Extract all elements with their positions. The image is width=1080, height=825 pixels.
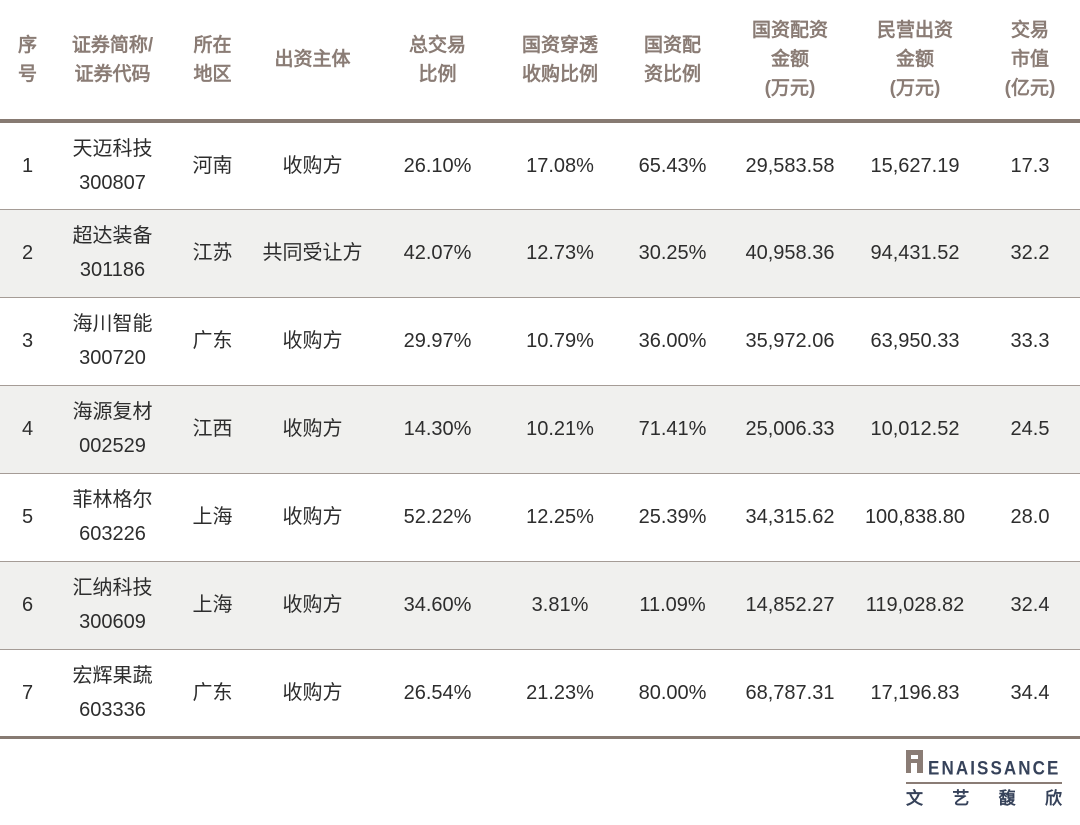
brand-logo-top: ENAISSANCE [906, 749, 1062, 779]
cell-private_amount: 15,627.19 [870, 154, 960, 177]
brand-divider [906, 781, 1062, 784]
cell-penetration_ratio: 21.23% [526, 681, 594, 704]
col-header-name: 证券简称/ 证券代码 [71, 34, 154, 85]
cell-seq: 5 [21, 506, 34, 528]
securities-table: 序 号证券简称/ 证券代码 所在 地区 出资主体 总交易 比例 国资穿透 收购比例 国资配… [0, 0, 1080, 739]
cell-allocation_ratio: 80.00% [638, 681, 707, 704]
cell-seq: 1 [21, 154, 34, 177]
cell-seq: 4 [21, 418, 34, 440]
table-row: 2 超达装备 301186 江苏 共同受让方 42.07% 12.73% 30.25% 40,… [0, 209, 1080, 297]
col-header-allocation_ratio: 国资配 资比例 [643, 34, 701, 85]
cell-market_cap: 17.3 [1010, 154, 1050, 177]
cell-region: 广东 [192, 330, 233, 352]
cell-name: 超达装备 301186 [72, 225, 153, 281]
cell-private_amount: 94,431.52 [870, 242, 960, 264]
cell-penetration_ratio: 3.81% [531, 594, 589, 616]
cell-market_cap: 24.5 [1010, 418, 1050, 440]
table-row: 3 海川智能 300720 广东 收购方 29.97% 10.79% 36.00% 35,97… [0, 297, 1080, 385]
cell-seq: 2 [21, 242, 34, 264]
cell-role: 收购方 [282, 681, 343, 704]
table-row: 6 汇纳科技 300609 上海 收购方 34.60% 3.81% 11.09% 14,852… [0, 561, 1080, 649]
cell-market_cap: 32.2 [1010, 242, 1050, 264]
cell-role: 收购方 [282, 154, 343, 177]
cell-state_amount: 14,852.27 [745, 594, 835, 616]
cell-state_amount: 68,787.31 [745, 681, 835, 704]
cell-region: 江西 [192, 418, 233, 440]
brand-logo: ENAISSANCE 文艺馥欣 [906, 749, 1062, 809]
cell-role: 收购方 [282, 506, 343, 528]
cell-name: 汇纳科技 300609 [72, 577, 153, 633]
cell-allocation_ratio: 11.09% [639, 594, 706, 616]
cell-market_cap: 32.4 [1010, 594, 1050, 616]
cell-seq: 6 [21, 594, 34, 616]
cell-seq: 7 [21, 681, 34, 704]
col-header-private_amount: 民营出资 金额 (万元) [876, 20, 953, 99]
footer: ENAISSANCE 文艺馥欣 [0, 739, 1080, 820]
cell-seq: 3 [21, 330, 34, 352]
cell-penetration_ratio: 10.79% [526, 330, 594, 352]
table-header: 序 号证券简称/ 证券代码 所在 地区 出资主体 总交易 比例 国资穿透 收购比例 国资配… [0, 0, 1080, 121]
cell-private_amount: 17,196.83 [870, 681, 960, 704]
cell-region: 上海 [192, 506, 233, 528]
brand-wordmark-en: ENAISSANCE [928, 756, 1061, 779]
cell-name: 海源复材 002529 [72, 401, 153, 457]
cell-role: 收购方 [282, 330, 343, 352]
cell-market_cap: 34.4 [1010, 681, 1050, 704]
col-header-seq: 序 号 [17, 34, 37, 85]
cell-total_ratio: 29.97% [403, 330, 472, 352]
cell-penetration_ratio: 17.08% [526, 154, 594, 177]
cell-total_ratio: 14.30% [403, 418, 472, 440]
cell-allocation_ratio: 65.43% [638, 154, 707, 177]
cell-private_amount: 63,950.33 [870, 330, 960, 352]
cell-name: 宏辉果蔬 603336 [72, 664, 153, 721]
cell-region: 广东 [192, 681, 233, 704]
cell-market_cap: 28.0 [1010, 506, 1050, 528]
col-header-state_amount: 国资配资 金额 (万元) [751, 20, 828, 99]
cell-total_ratio: 26.54% [403, 681, 472, 704]
col-header-role: 出资主体 [274, 49, 351, 70]
cell-region: 河南 [192, 154, 233, 177]
cell-total_ratio: 42.07% [403, 242, 472, 264]
brand-wordmark-cn: 文艺馥欣 [906, 788, 1062, 808]
col-header-penetration_ratio: 国资穿透 收购比例 [521, 34, 598, 85]
table-row: 5 菲林格尔 603226 上海 收购方 52.22% 12.25% 25.39% 34,31… [0, 473, 1080, 561]
cell-name: 海川智能 300720 [72, 313, 153, 369]
cell-role: 收购方 [282, 418, 343, 440]
cell-state_amount: 35,972.06 [745, 330, 835, 352]
table-row: 1 天迈科技 300807 河南 收购方 26.10% 17.08% 65.43% 29,58… [0, 121, 1080, 209]
table-row: 4 海源复材 002529 江西 收购方 14.30% 10.21% 71.41% 25,00… [0, 385, 1080, 473]
col-header-region: 所在 地区 [193, 34, 232, 85]
cell-state_amount: 40,958.36 [745, 242, 835, 264]
cell-state_amount: 29,583.58 [745, 154, 835, 177]
cell-region: 上海 [192, 594, 233, 616]
cell-penetration_ratio: 12.25% [526, 506, 594, 528]
cell-market_cap: 33.3 [1010, 330, 1050, 352]
cell-role: 收购方 [282, 594, 343, 616]
cell-name: 天迈科技 300807 [72, 137, 153, 194]
cell-role: 共同受让方 [262, 242, 363, 264]
cell-penetration_ratio: 12.73% [526, 242, 594, 264]
table-row: 7 宏辉果蔬 603336 广东 收购方 26.54% 21.23% 80.00% 68,78… [0, 649, 1080, 737]
col-header-market_cap: 交易 市值 (亿元) [1004, 20, 1056, 99]
cell-allocation_ratio: 25.39% [638, 506, 707, 528]
cell-penetration_ratio: 10.21% [526, 418, 594, 440]
cell-allocation_ratio: 30.25% [638, 242, 707, 264]
cell-state_amount: 34,315.62 [745, 506, 835, 528]
cell-total_ratio: 52.22% [403, 506, 472, 528]
cell-state_amount: 25,006.33 [745, 418, 835, 440]
table-header-row: 序 号证券简称/ 证券代码 所在 地区 出资主体 总交易 比例 国资穿透 收购比例 国资配… [0, 0, 1080, 121]
cell-private_amount: 10,012.52 [870, 418, 960, 440]
cell-allocation_ratio: 71.41% [638, 418, 707, 440]
cell-private_amount: 119,028.82 [865, 594, 965, 616]
cell-region: 江苏 [192, 242, 233, 264]
cell-private_amount: 100,838.80 [864, 506, 966, 528]
table-body: 1 天迈科技 300807 河南 收购方 26.10% 17.08% 65.43% 29,58… [0, 121, 1080, 737]
col-header-total_ratio: 总交易 比例 [408, 34, 466, 85]
cell-total_ratio: 26.10% [403, 154, 472, 177]
cell-name: 菲林格尔 603226 [72, 489, 153, 545]
renaissance-seal-r-icon [906, 749, 927, 778]
cell-total_ratio: 34.60% [403, 594, 472, 616]
cell-allocation_ratio: 36.00% [638, 330, 707, 352]
